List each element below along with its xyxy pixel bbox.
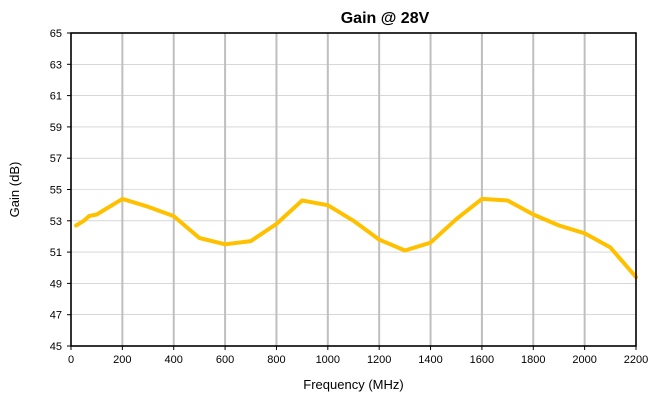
y-tick-label-51: 51 <box>50 247 62 259</box>
y-axis-label: Gain (dB) <box>7 162 22 218</box>
y-tick-label-45: 45 <box>50 341 62 353</box>
x-tick-label-200: 200 <box>113 354 131 366</box>
x-axis-label: Frequency (MHz) <box>303 377 403 392</box>
x-tick-label-1200: 1200 <box>367 354 391 366</box>
y-tick-label-53: 53 <box>50 216 62 228</box>
x-axis-ticks: 0 200 400 600 800 1000 1200 1400 1600 1800 2000 220… <box>68 346 648 366</box>
x-tick-label-0: 0 <box>68 354 74 366</box>
x-tick-label-1000: 1000 <box>316 354 340 366</box>
y-tick-label-47: 47 <box>50 310 62 322</box>
y-axis-ticks: 45 47 49 51 53 55 57 59 61 63 65 <box>50 28 71 353</box>
y-tick-label-55: 55 <box>50 185 62 197</box>
y-tick-label-59: 59 <box>50 122 62 134</box>
x-tick-label-400: 400 <box>165 354 183 366</box>
y-tick-label-57: 57 <box>50 153 62 165</box>
chart-title: Gain @ 28V <box>341 10 430 27</box>
x-tick-label-2200: 2200 <box>624 354 648 366</box>
x-tick-label-600: 600 <box>216 354 234 366</box>
y-tick-label-65: 65 <box>50 28 62 40</box>
series-layer <box>74 196 638 280</box>
x-tick-label-2000: 2000 <box>572 354 596 366</box>
x-tick-label-1800: 1800 <box>521 354 545 366</box>
y-tick-label-63: 63 <box>50 59 62 71</box>
y-tick-label-49: 49 <box>50 278 62 290</box>
horizontal-gridlines <box>71 64 636 316</box>
x-tick-label-800: 800 <box>267 354 285 366</box>
series-line-0 <box>74 196 638 280</box>
y-tick-label-61: 61 <box>50 91 62 103</box>
x-tick-label-1600: 1600 <box>470 354 494 366</box>
x-tick-label-1400: 1400 <box>418 354 442 366</box>
